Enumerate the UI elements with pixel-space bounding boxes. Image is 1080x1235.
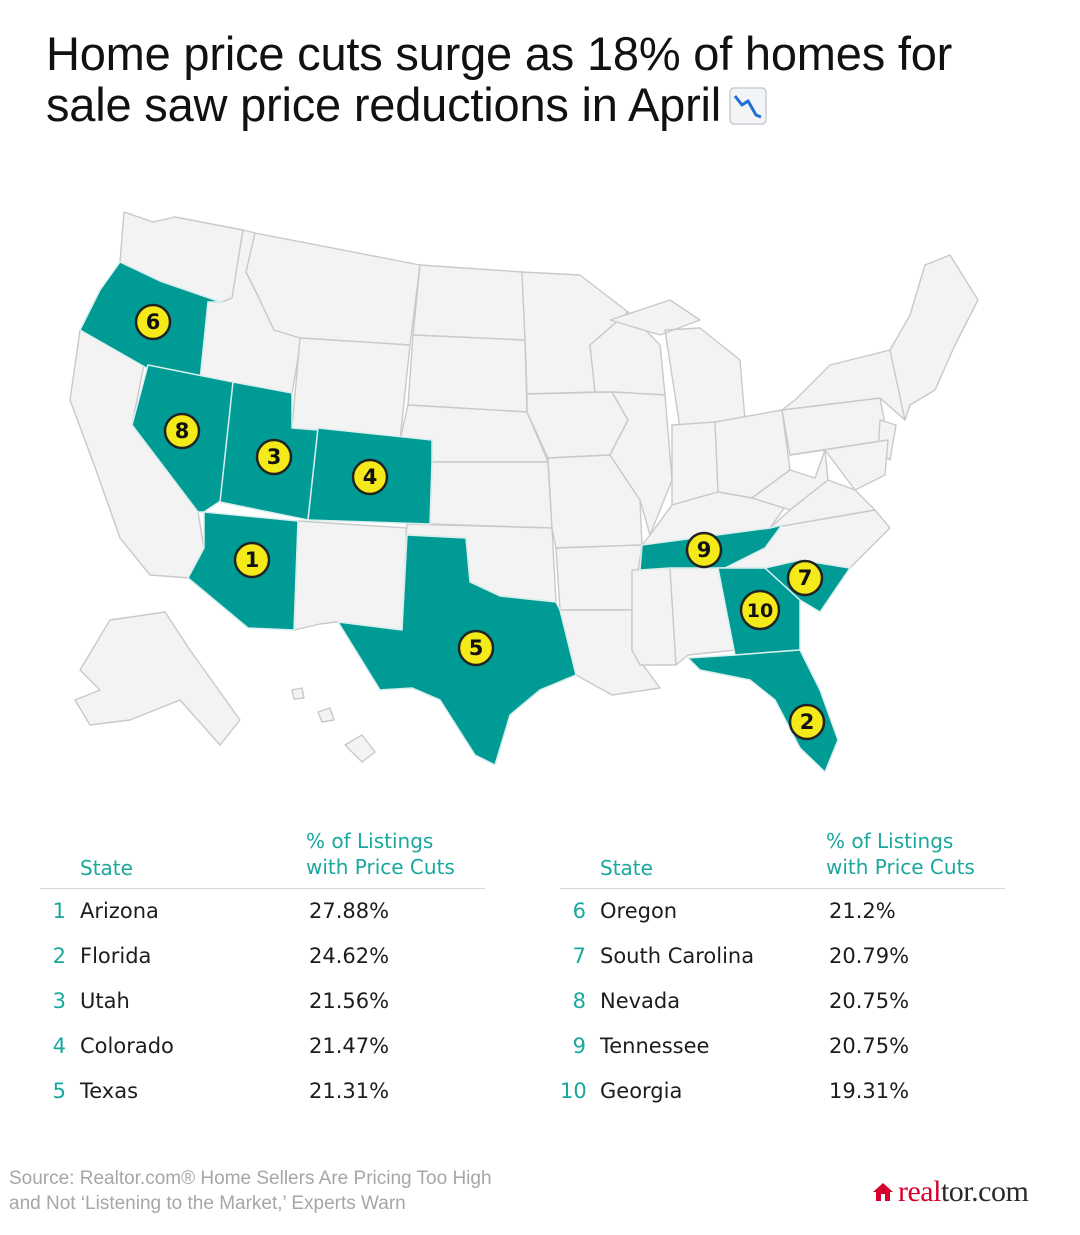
row-state: Tennessee (600, 1034, 710, 1058)
page-title: Home price cuts surge as 18% of homes fo… (46, 28, 1046, 130)
header-state: State (80, 856, 133, 880)
header-pct: % of Listings with Price Cuts (826, 829, 975, 879)
us-map-svg: 1 2 3 4 5 6 7 8 9 10 (69, 211, 979, 773)
source-note: Source: Realtor.com® Home Sellers Are Pr… (9, 1166, 609, 1216)
map-texas (337, 534, 577, 766)
table-row: 8 Nevada 20.75% (560, 979, 1005, 1024)
svg-text:8: 8 (175, 419, 190, 443)
map-badge-arizona: 1 (233, 541, 271, 579)
table-row: 5 Texas 21.31% (40, 1069, 485, 1114)
map-south-dakota (407, 334, 528, 413)
table-row: 3 Utah 21.56% (40, 979, 485, 1024)
map-kansas (429, 461, 553, 529)
table-row: 2 Florida 24.62% (40, 934, 485, 979)
svg-text:1: 1 (245, 548, 260, 572)
realtor-logo: real tor.com (872, 1172, 1029, 1212)
row-rank: 1 (52, 899, 66, 923)
row-state: Georgia (600, 1079, 683, 1103)
us-map: 1 2 3 4 5 6 7 8 9 10 (50, 190, 1000, 790)
row-state: Nevada (600, 989, 681, 1013)
svg-text:5: 5 (469, 636, 484, 660)
ranking-table-left: State % of Listings with Price Cuts 1 Ari… (40, 829, 485, 1114)
map-new-england (889, 254, 979, 421)
map-badge-oregon: 6 (134, 303, 172, 341)
table-header: State % of Listings with Price Cuts (560, 829, 1005, 889)
svg-text:2: 2 (800, 710, 815, 734)
table-row: 10 Georgia 19.31% (560, 1069, 1005, 1114)
chart-decreasing-icon (729, 87, 767, 125)
table-row: 4 Colorado 21.47% (40, 1024, 485, 1069)
table-row: 1 Arizona 27.88% (40, 889, 485, 934)
map-illinois (609, 391, 673, 536)
source-line-1: Source: Realtor.com® Home Sellers Are Pr… (9, 1168, 492, 1189)
map-alaska (74, 611, 241, 746)
row-pct: 21.47% (309, 1034, 390, 1058)
svg-text:7: 7 (798, 566, 813, 590)
row-state: Florida (80, 944, 152, 968)
row-rank: 8 (572, 989, 586, 1013)
logo-text-rest: tor.com (940, 1175, 1029, 1208)
row-pct: 20.75% (829, 1034, 910, 1058)
row-state: Oregon (600, 899, 678, 923)
svg-text:4: 4 (363, 465, 378, 489)
row-rank: 9 (572, 1034, 586, 1058)
table-row: 9 Tennessee 20.75% (560, 1024, 1005, 1069)
map-badge-texas: 5 (457, 629, 495, 667)
header-pct: % of Listings with Price Cuts (306, 829, 455, 879)
map-north-dakota (412, 264, 526, 341)
row-rank: 2 (52, 944, 66, 968)
map-new-mexico (293, 520, 408, 631)
row-pct: 21.2% (829, 899, 896, 923)
row-rank: 4 (52, 1034, 66, 1058)
row-state: Colorado (80, 1034, 174, 1058)
row-pct: 21.31% (309, 1079, 390, 1103)
map-badge-south-carolina: 7 (786, 559, 824, 597)
map-badge-utah: 3 (255, 438, 293, 476)
row-state: Texas (80, 1079, 139, 1103)
source-line-2: and Not ‘Listening to the Market,’ Exper… (9, 1193, 406, 1214)
map-florida (687, 649, 839, 773)
row-state: South Carolina (600, 944, 755, 968)
svg-text:10: 10 (747, 600, 773, 622)
row-rank: 3 (52, 989, 66, 1013)
table-header: State % of Listings with Price Cuts (40, 829, 485, 889)
house-icon (873, 1183, 893, 1201)
map-badge-georgia: 10 (739, 589, 781, 631)
row-pct: 19.31% (829, 1079, 910, 1103)
map-badge-colorado: 4 (351, 458, 389, 496)
map-michigan (609, 299, 746, 429)
row-pct: 21.56% (309, 989, 390, 1013)
map-badge-florida: 2 (788, 703, 826, 741)
ranking-table-right: State % of Listings with Price Cuts 6 Ore… (560, 829, 1005, 1114)
row-rank: 6 (572, 899, 586, 923)
table-row: 6 Oregon 21.2% (560, 889, 1005, 934)
svg-text:3: 3 (267, 445, 282, 469)
map-mississippi (631, 567, 677, 666)
table-row: 7 South Carolina 20.79% (560, 934, 1005, 979)
title-text: Home price cuts surge as 18% of homes fo… (46, 27, 953, 131)
map-arkansas (555, 544, 643, 611)
svg-text:9: 9 (697, 538, 712, 562)
map-badge-tennessee: 9 (685, 531, 723, 569)
row-pct: 20.75% (829, 989, 910, 1013)
row-state: Utah (80, 989, 130, 1013)
row-pct: 24.62% (309, 944, 390, 968)
row-pct: 20.79% (829, 944, 910, 968)
map-maryland-delaware (789, 439, 889, 491)
map-indiana (671, 421, 719, 506)
row-rank: 10 (560, 1079, 587, 1103)
row-state: Arizona (80, 899, 159, 923)
logo-text-real: real (898, 1175, 941, 1208)
map-wyoming (291, 337, 411, 441)
header-state: State (600, 856, 653, 880)
row-rank: 5 (52, 1079, 66, 1103)
map-badge-nevada: 8 (163, 412, 201, 450)
map-hawaii (291, 687, 376, 763)
row-pct: 27.88% (309, 899, 390, 923)
row-rank: 7 (572, 944, 586, 968)
svg-text:6: 6 (146, 310, 161, 334)
